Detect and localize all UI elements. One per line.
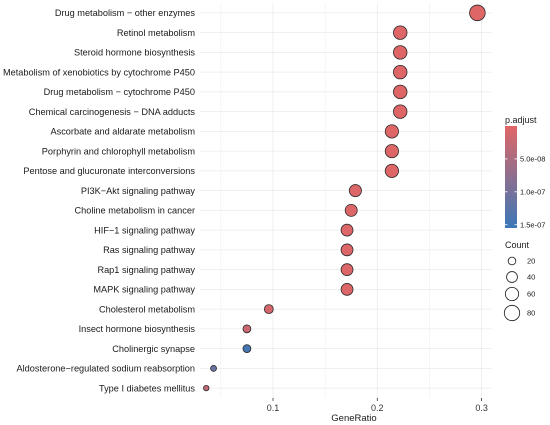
data-point: [384, 144, 399, 159]
y-tick-label: HIF−1 signaling pathway: [94, 225, 195, 235]
y-tick-label: Metabolism of xenobiotics by cytochrome …: [3, 67, 195, 77]
data-point: [393, 64, 408, 80]
data-point: [340, 243, 354, 257]
size-legend-label: 20: [527, 257, 535, 266]
y-tick-label: Porphyrin and chlorophyll metabolism: [42, 146, 196, 156]
size-legend-circle: [503, 304, 521, 322]
data-point: [393, 45, 408, 60]
y-tick-label: Insect hormone biosynthesis: [79, 324, 196, 334]
y-tick-label: Cholinergic synapse: [112, 344, 195, 354]
data-point: [384, 124, 399, 139]
data-point: [242, 324, 252, 334]
data-point: [384, 163, 399, 178]
y-tick-label: Ascorbate and aldarate metabolism: [50, 127, 195, 137]
size-legend-title: Count: [505, 240, 530, 250]
color-legend-bar: [505, 126, 517, 228]
size-legend: Count 20 40 60 80: [503, 240, 535, 322]
y-tick-label: Steroid hormone biosynthesis: [74, 48, 195, 58]
size-legend-label: 80: [527, 309, 535, 318]
data-point: [393, 104, 408, 119]
y-tick-label: MAPK signaling pathway: [93, 285, 195, 295]
y-tick-label: Rap1 signaling pathway: [97, 265, 195, 275]
y-tick-label: PI3K−Akt signaling pathway: [81, 186, 196, 196]
data-point: [263, 304, 274, 314]
data-point: [469, 4, 486, 22]
size-legend-label: 40: [527, 273, 535, 282]
x-axis: 0.1 0.2 0.3: [267, 398, 488, 413]
data-point: [393, 84, 408, 100]
color-legend-label: 1.5e-07: [520, 220, 545, 229]
size-legend-circle: [506, 271, 518, 283]
y-tick-label: Drug metabolism − other enzymes: [55, 8, 196, 18]
color-legend-title: p.adjust: [505, 115, 537, 125]
x-tick-label: 0.3: [475, 403, 488, 413]
y-tick-label: Cholesterol metabolism: [99, 304, 195, 314]
y-tick-label: Retinol metabolism: [117, 28, 195, 38]
data-point: [210, 364, 217, 372]
color-legend: p.adjust 5.0e-08 1.0e-07 1.5e-07: [505, 115, 545, 229]
data-point: [348, 184, 362, 198]
size-legend-label: 60: [527, 290, 535, 299]
y-tick-label: Drug metabolism − cytochrome P450: [44, 87, 195, 97]
panel-background: [200, 3, 492, 398]
y-tick-label: Pentose and glucuronate interconversions: [23, 166, 195, 176]
y-tick-label: Aldosterone−regulated sodium reabsorptio…: [16, 364, 195, 374]
data-point: [393, 25, 408, 40]
x-tick-label: 0.1: [267, 403, 280, 413]
color-legend-label: 5.0e-08: [520, 155, 545, 164]
x-tick-label: 0.2: [371, 403, 384, 413]
data-point: [242, 344, 252, 353]
y-axis-labels: Drug metabolism − other enzymes Retinol m…: [3, 8, 195, 393]
size-legend-circle: [504, 286, 520, 302]
data-point: [340, 283, 354, 296]
data-point: [340, 263, 354, 276]
y-tick-label: Type I diabetes mellitus: [99, 383, 195, 393]
data-point: [203, 385, 210, 392]
x-axis-title: GeneRatio: [331, 413, 376, 424]
data-point: [340, 223, 354, 237]
data-point: [344, 203, 358, 217]
size-legend-circle: [507, 256, 517, 266]
y-tick-label: Chemical carcinogenesis − DNA adducts: [29, 107, 196, 117]
y-tick-label: Choline metabolism in cancer: [74, 206, 195, 216]
plot-panel: [200, 3, 492, 398]
data-points: [203, 4, 486, 392]
color-legend-label: 1.0e-07: [520, 187, 545, 196]
y-tick-label: Ras signaling pathway: [103, 245, 195, 255]
